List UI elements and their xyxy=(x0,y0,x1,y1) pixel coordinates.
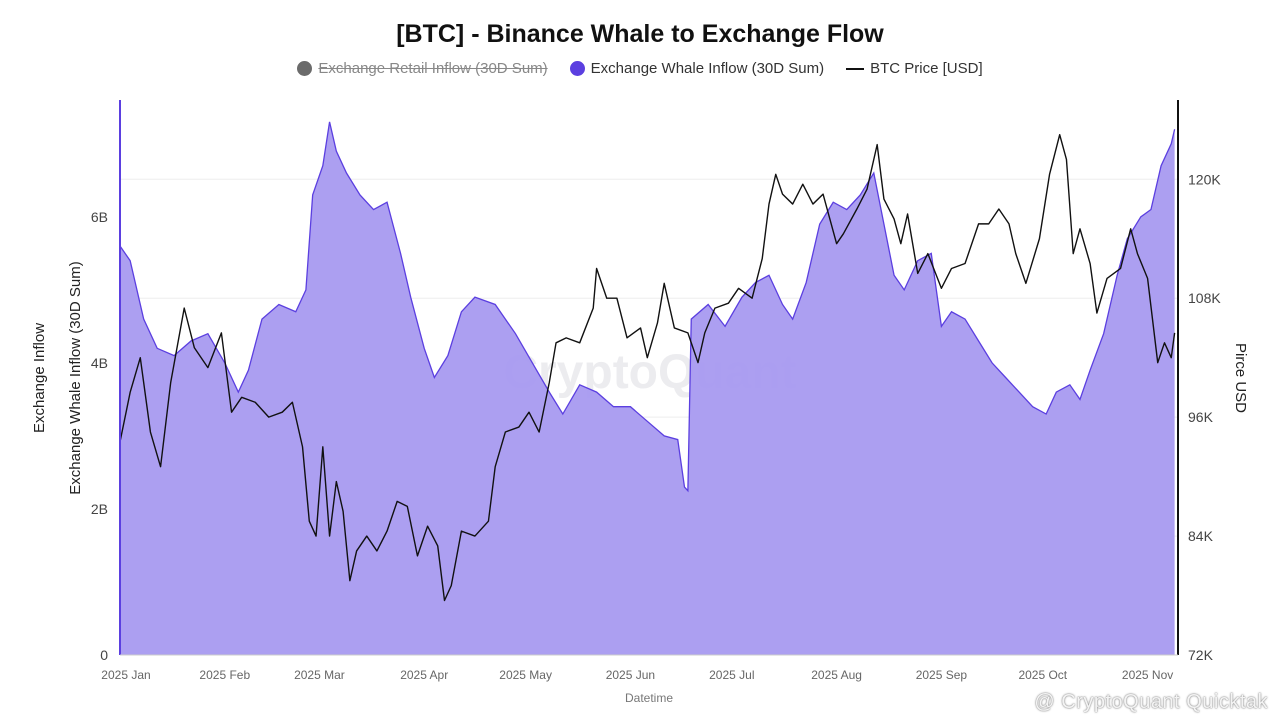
legend-line-price xyxy=(846,67,865,70)
y-left-title-1: Exchange Inflow xyxy=(31,323,48,433)
y-right-tick-96K: 96K xyxy=(1188,409,1214,425)
btc-price-line xyxy=(119,133,1176,602)
legend-item-btc-price[interactable]: BTC Price [USD] xyxy=(846,60,983,77)
whale-inflow-line xyxy=(119,121,1176,493)
chart-title: [BTC] - Binance Whale to Exchange Flow xyxy=(396,20,884,48)
x-tick-2025-sep: 2025 Sep xyxy=(916,668,968,682)
x-tick-2025-aug: 2025 Aug xyxy=(811,668,862,682)
legend-item-retail-inflow[interactable]: Exchange Retail Inflow (30D Sum) xyxy=(297,60,548,77)
y-right-tick-72K: 72K xyxy=(1188,647,1214,663)
x-tick-2025-apr: 2025 Apr xyxy=(400,668,448,682)
x-tick-2025-mar: 2025 Mar xyxy=(294,668,345,682)
legend-label-whale: Exchange Whale Inflow (30D Sum) xyxy=(590,60,825,77)
y-right-tick-108K: 108K xyxy=(1188,290,1221,306)
y-left-tick-4B: 4B xyxy=(91,355,108,371)
y-left-tick-6B: 6B xyxy=(91,209,108,225)
x-axis-title: Datetime xyxy=(625,691,673,705)
x-tick-2025-jan: 2025 Jan xyxy=(101,668,150,682)
x-tick-2025-jul: 2025 Jul xyxy=(709,668,754,682)
legend-item-whale-inflow[interactable]: Exchange Whale Inflow (30D Sum) xyxy=(569,60,825,77)
legend-dot-retail xyxy=(297,61,313,76)
x-tick-2025-nov: 2025 Nov xyxy=(1122,668,1173,682)
credit-watermark: @ CryptoQuant Quicktak xyxy=(1034,691,1268,713)
y-left-title-2: Exchange Whale Inflow (30D Sum) xyxy=(67,261,84,494)
x-tick-2025-jun: 2025 Jun xyxy=(606,668,655,682)
y-right-tick-120K: 120K xyxy=(1188,171,1221,187)
legend-dot-whale xyxy=(569,61,585,76)
x-tick-2025-feb: 2025 Feb xyxy=(199,668,250,682)
axes: 0 2B 4B 6B 72K 84K 96K 108K 120K 2025 Jan 2025 Feb… xyxy=(91,100,1221,682)
legend-label-price: BTC Price [USD] xyxy=(870,60,983,77)
x-tick-2025-oct: 2025 Oct xyxy=(1018,668,1067,682)
whale-inflow-area xyxy=(120,121,1175,655)
y-left-tick-0: 0 xyxy=(100,647,108,663)
y-right-tick-84K: 84K xyxy=(1188,528,1214,544)
x-tick-2025-may: 2025 May xyxy=(499,668,552,682)
legend: Exchange Retail Inflow (30D Sum) Exchang… xyxy=(0,60,1280,77)
y-right-title: Pirce USD xyxy=(1232,343,1249,413)
y-left-tick-2B: 2B xyxy=(91,501,108,517)
legend-label-retail: Exchange Retail Inflow (30D Sum) xyxy=(318,60,548,77)
